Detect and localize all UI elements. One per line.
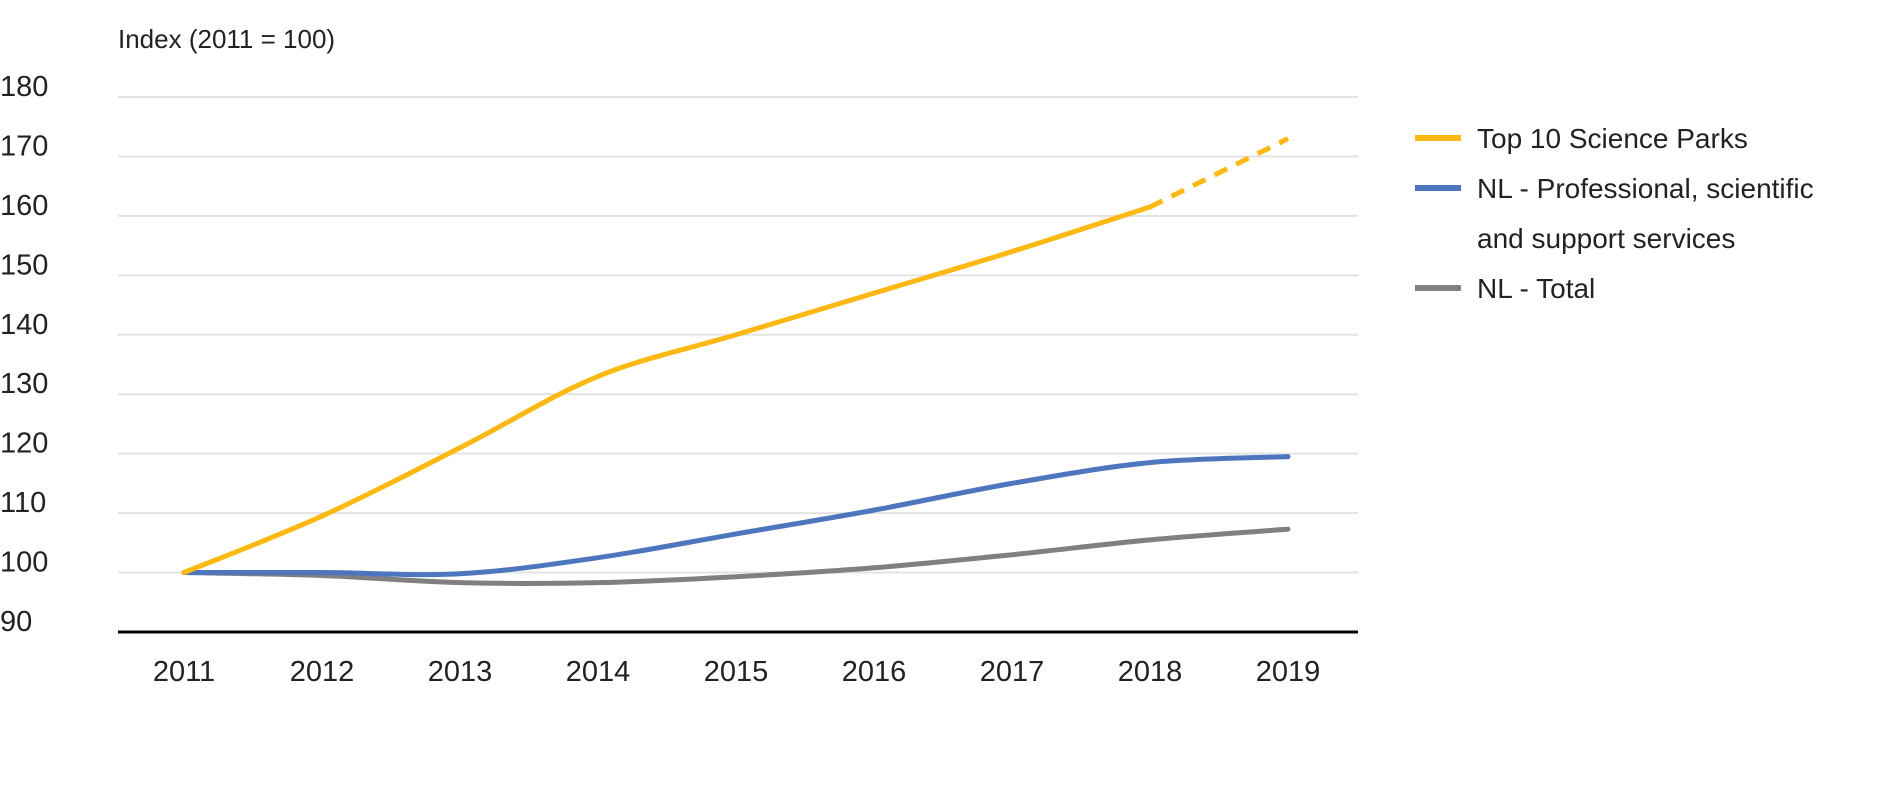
series-line [181,204,1153,576]
legend-label: NL - Professional, scientific [1477,173,1814,204]
x-tick-label: 2018 [1118,656,1183,688]
y-tick-label: 150 [0,249,48,281]
x-tick-label: 2019 [1256,656,1321,688]
y-tick-label: 110 [0,487,46,519]
y-tick-label: 90 [0,606,32,638]
y-tick-label: 130 [0,368,48,400]
x-tick-label: 2014 [566,656,631,688]
y-tick-label: 120 [0,428,48,460]
x-tick-label: 2012 [290,656,355,688]
x-tick-label: 2016 [842,656,907,688]
y-tick-label: 180 [0,71,48,103]
y-tick-labels: 90 100 110 120 130 140 150 160 170 180 [0,71,48,638]
legend-label: Top 10 Science Parks [1477,123,1748,154]
y-tick-label: 140 [0,309,48,341]
x-tick-label: 2013 [428,656,493,688]
x-tick-label: 2011 [153,656,215,688]
series-line-dashed [1148,136,1290,210]
y-tick-label: 170 [0,130,48,162]
series-line [181,454,1291,578]
legend-label: NL - Total [1477,273,1595,304]
series-line [181,526,1291,586]
y-axis-label: Index (2011 = 100) [118,24,335,54]
series-lines [181,136,1291,586]
legend: Top 10 Science Parks NL - Professional, s… [1415,123,1814,304]
x-tick-label: 2015 [704,656,769,688]
y-tick-label: 160 [0,190,48,222]
y-tick-label: 100 [0,547,48,579]
legend-label: and support services [1477,223,1735,254]
x-tick-labels: 2011 2012 2013 2014 2015 2016 2017 2018 2019 [153,656,1320,688]
x-tick-label: 2017 [980,656,1045,688]
